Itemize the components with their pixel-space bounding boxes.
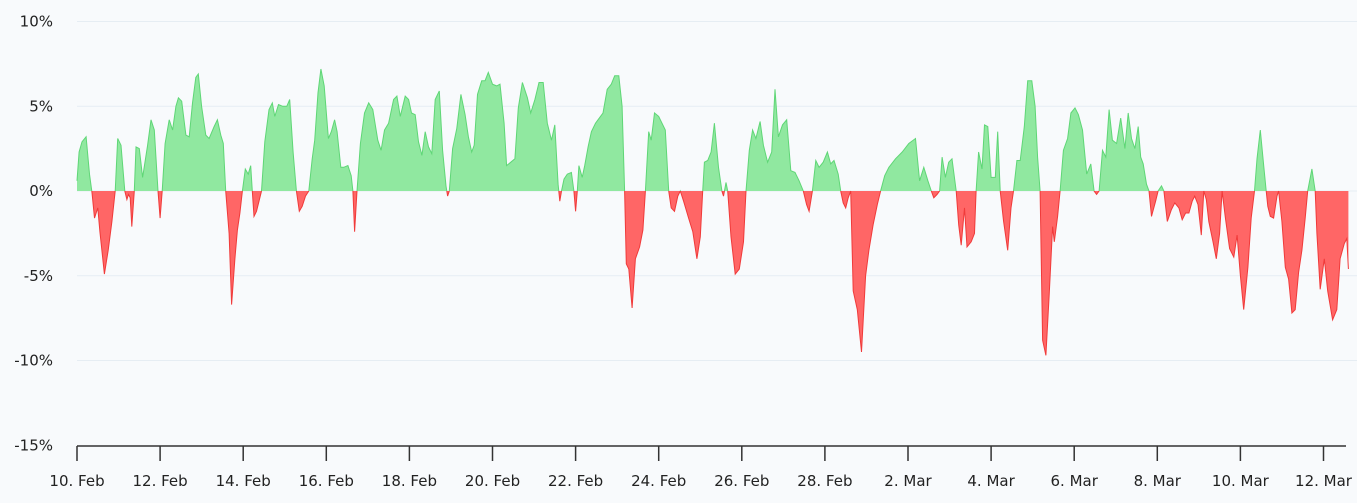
negative-line xyxy=(91,191,1349,356)
y-tick-label: 0% xyxy=(29,182,53,200)
x-tick-label: 12. Mar xyxy=(1295,472,1353,490)
x-tick-label: 24. Feb xyxy=(631,472,686,490)
negative-area xyxy=(77,191,1349,356)
x-tick-label: 22. Feb xyxy=(548,472,603,490)
y-tick-label: -5% xyxy=(24,267,53,285)
y-tick-label: -10% xyxy=(14,352,53,370)
positive-area xyxy=(77,69,1349,191)
x-tick-label: 16. Feb xyxy=(299,472,354,490)
y-tick-label: 5% xyxy=(29,97,53,115)
x-tick-label: 28. Feb xyxy=(797,472,852,490)
x-tick-label: 6. Mar xyxy=(1051,472,1099,490)
x-axis: 10. Feb 12. Feb 14. Feb 16. Feb 18. Feb 20. F… xyxy=(49,445,1353,490)
series-area xyxy=(76,68,1349,356)
x-tick-label: 4. Mar xyxy=(967,472,1015,490)
positive-line xyxy=(76,68,1316,191)
x-tick-label: 10. Feb xyxy=(49,472,104,490)
x-tick-label: 18. Feb xyxy=(382,472,437,490)
x-tick-label: 8. Mar xyxy=(1134,472,1182,490)
x-tick-label: 20. Feb xyxy=(465,472,520,490)
x-tick-label: 12. Feb xyxy=(133,472,188,490)
y-tick-label: -15% xyxy=(14,436,53,454)
x-tick-label: 2. Mar xyxy=(884,472,932,490)
y-tick-label: 10% xyxy=(20,13,53,31)
x-tick-label: 26. Feb xyxy=(714,472,769,490)
x-tick-label: 14. Feb xyxy=(216,472,271,490)
x-tick-label: 10. Mar xyxy=(1212,472,1270,490)
y-axis-labels: 10% 5% 0% -5% -10% -15% xyxy=(14,13,53,455)
